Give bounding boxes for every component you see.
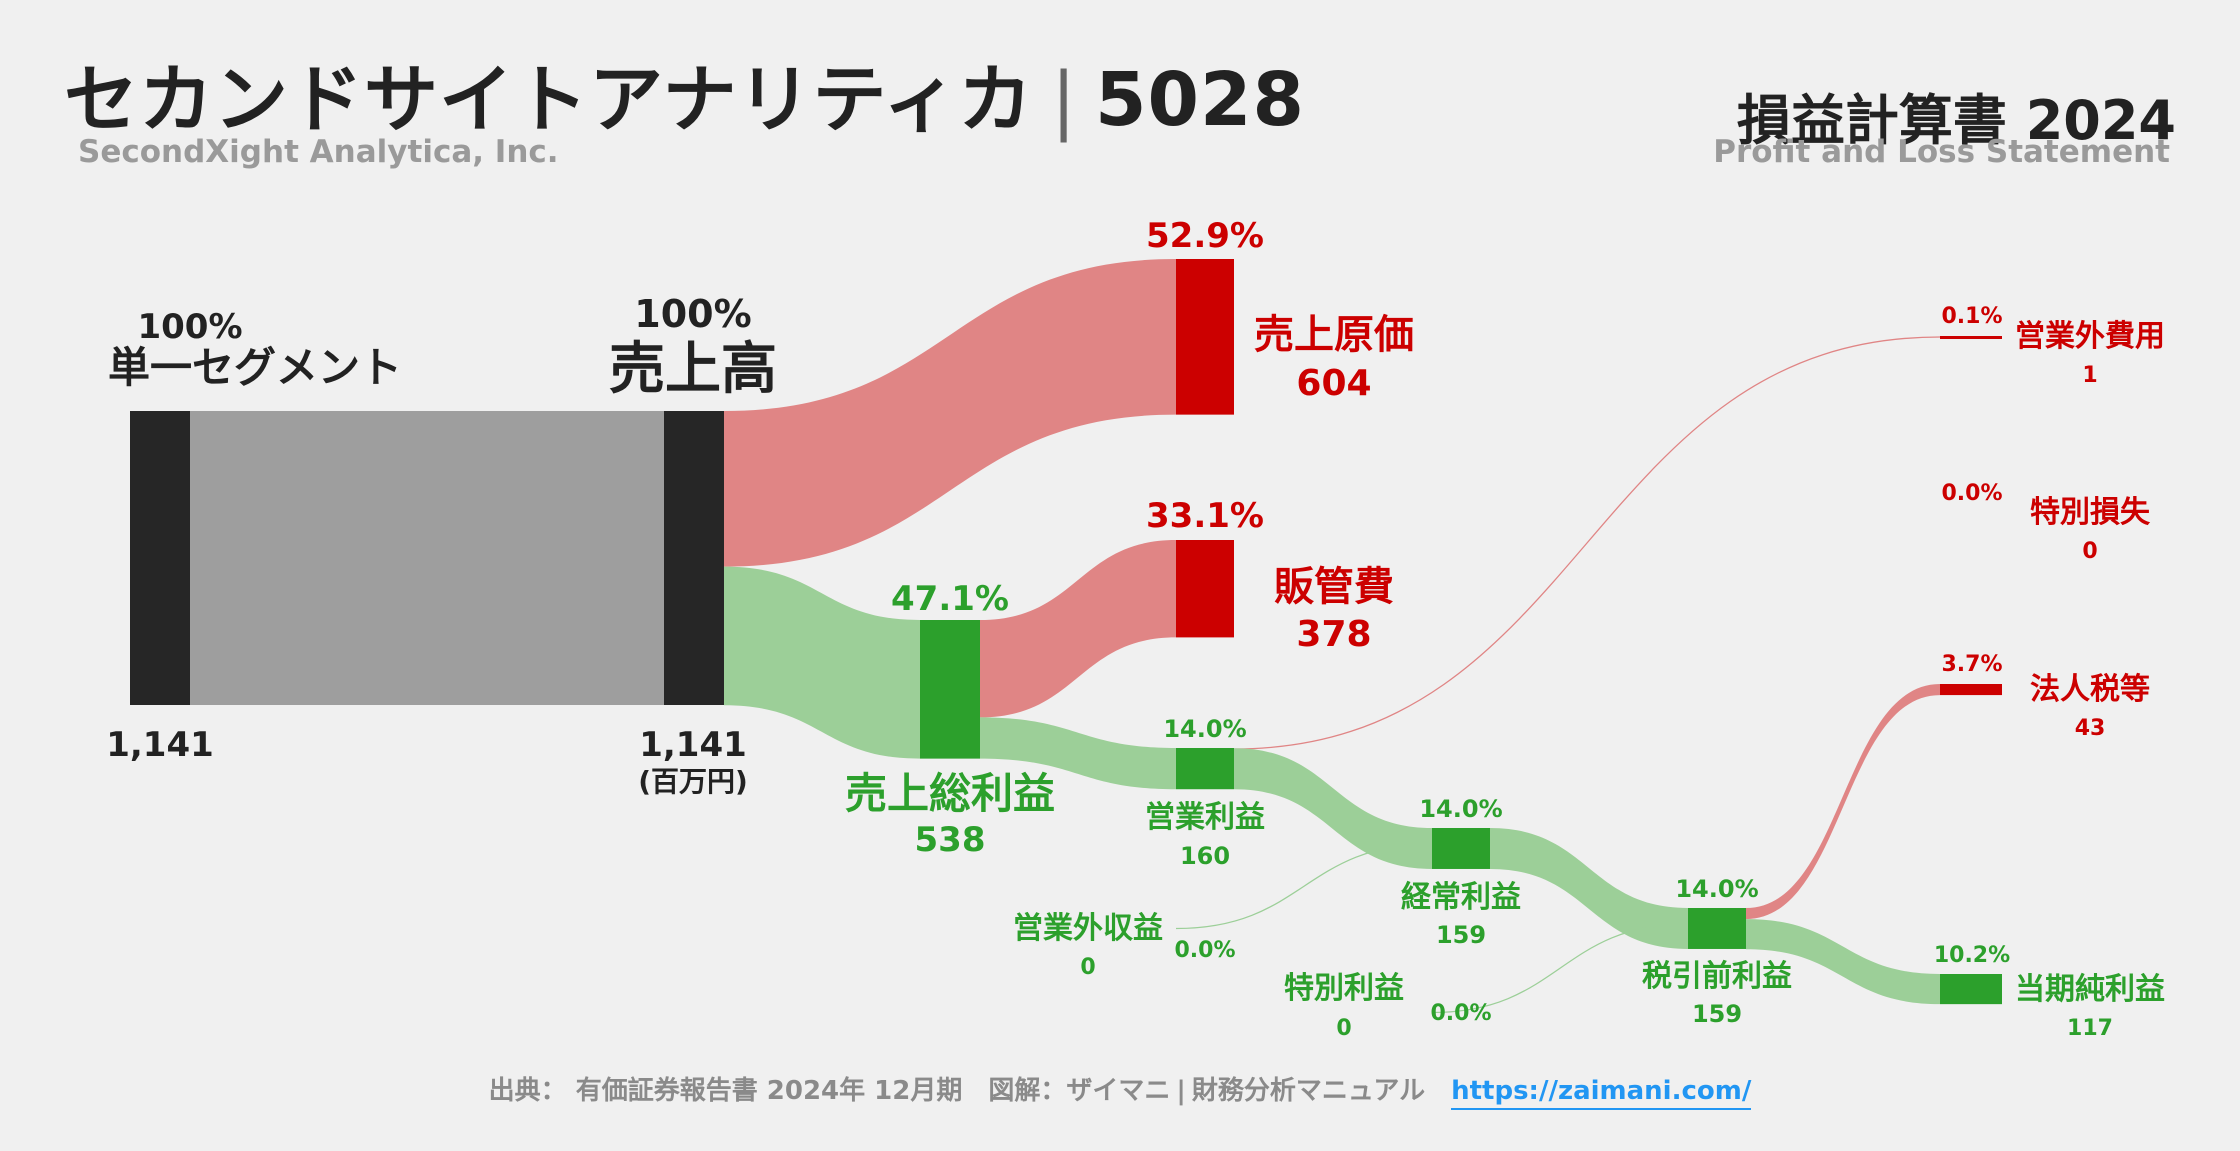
flow-pretax_profit-to-net_income: [1746, 919, 1940, 1005]
pct-label-extraordinary-loss: 0.0%: [1941, 481, 2002, 506]
value-label-pretax-profit: 159: [1692, 1000, 1742, 1028]
node-bar-income_tax: [1940, 684, 2002, 696]
flow-extraordinary_gain-to-pretax_profit: [1431, 923, 1689, 1014]
pct-label-extraordinary-gain: 0.0%: [1430, 1001, 1491, 1026]
pct-label-pretax-profit: 14.0%: [1675, 875, 1758, 903]
company-name: セカンドサイトアナリティカ: [64, 57, 1034, 143]
node-bar-operating_profit: [1176, 748, 1234, 790]
source-link[interactable]: https://zaimani.com/: [1451, 1076, 1752, 1110]
node-label-non-op-income: 営業外収益: [1013, 911, 1163, 946]
node-label-net-income: 当期純利益: [2015, 972, 2165, 1007]
value-label-sga: 378: [1296, 614, 1371, 655]
value-label-income-tax: 43: [2075, 716, 2106, 741]
statement-title: 損益計算書 2024: [1736, 89, 2176, 152]
flow-operating_profit-to-ordinary_profit: [1234, 748, 1432, 869]
node-bar-sga: [1176, 540, 1234, 638]
node-label-sga: 販管費: [1274, 564, 1394, 610]
unit-label: (百万円): [638, 765, 748, 798]
title-separator: |: [1051, 57, 1078, 143]
node-label-revenue: 売上高: [609, 337, 777, 402]
flow-revenue-to-cogs: [724, 259, 1176, 567]
node-label-gross-profit: 売上総利益: [845, 769, 1055, 818]
pct-label-revenue: 100%: [634, 292, 751, 336]
pct-label-segment: 100%: [137, 307, 242, 347]
flow-pretax_profit-to-income_tax: [1746, 684, 1940, 920]
flow-gross_profit-to-sga: [980, 540, 1176, 718]
footer-publisher: 財務分析マニュアル: [1191, 1076, 1426, 1106]
value-label-gross-profit: 538: [915, 820, 986, 860]
node-bar-revenue: [664, 411, 724, 705]
footer-separator: |: [1176, 1076, 1186, 1106]
node-bar-segment: [130, 411, 190, 705]
node-bar-pretax_profit: [1688, 908, 1746, 949]
node-label-segment: 単一セグメント: [108, 343, 402, 392]
node-bar-net_income: [1940, 974, 2002, 1005]
flow-non_op_income-to-ordinary_profit: [1175, 843, 1433, 930]
statement-title-en: Profit and Loss Statement: [1713, 134, 2170, 170]
flow-operating_profit-to-non_op_expense: [1233, 336, 1941, 750]
pct-label-sga: 33.1%: [1146, 496, 1264, 536]
node-label-extraordinary-gain: 特別利益: [1284, 971, 1404, 1006]
footer-source: 出典： 有価証券報告書 2024年 12月期 図解：ザイマニ: [488, 1076, 1171, 1106]
pct-label-gross-profit: 47.1%: [891, 579, 1009, 619]
node-label-non-op-expense: 営業外費用: [2015, 319, 2165, 354]
pct-label-cogs: 52.9%: [1146, 216, 1264, 256]
flow-gross_profit-to-operating_profit: [980, 717, 1176, 790]
value-label-non-op-income: 0: [1080, 955, 1095, 980]
flow-segment-to-revenue: [190, 411, 664, 705]
node-label-income-tax: 法人税等: [2030, 672, 2150, 707]
node-label-extraordinary-loss: 特別損失: [2030, 495, 2151, 530]
flow-revenue-to-gross_profit: [724, 566, 920, 759]
value-label-ordinary-profit: 159: [1436, 921, 1486, 949]
value-label-revenue: 1,141: [639, 725, 747, 765]
value-label-non-op-expense: 1: [2082, 363, 2097, 388]
flow-ordinary_profit-to-pretax_profit: [1490, 828, 1688, 949]
company-name-en: SecondXight Analytica, Inc.: [78, 134, 559, 170]
footer: 出典： 有価証券報告書 2024年 12月期 図解：ザイマニ | 財務分析マニュアル…: [0, 1070, 2240, 1110]
pct-label-non-op-expense: 0.1%: [1941, 304, 2002, 329]
node-label-operating-profit: 営業利益: [1145, 800, 1265, 835]
pct-label-non-op-income: 0.0%: [1174, 938, 1235, 963]
value-label-net-income: 117: [2067, 1016, 2113, 1041]
pct-label-operating-profit: 14.0%: [1163, 715, 1246, 743]
node-bar-non_op_expense: [1940, 336, 2002, 339]
value-label-operating-profit: 160: [1180, 842, 1230, 870]
value-label-segment: 1,141: [106, 725, 214, 765]
pct-label-ordinary-profit: 14.0%: [1419, 795, 1502, 823]
ticker-code: 5028: [1095, 57, 1305, 143]
value-label-extraordinary-loss: 0: [2082, 539, 2097, 564]
node-bar-cogs: [1176, 259, 1234, 415]
value-label-cogs: 604: [1296, 363, 1371, 404]
node-bar-gross_profit: [920, 620, 980, 759]
value-label-extraordinary-gain: 0: [1336, 1016, 1351, 1041]
node-bar-ordinary_profit: [1432, 828, 1490, 869]
node-label-pretax-profit: 税引前利益: [1642, 959, 1792, 994]
pct-label-net-income: 10.2%: [1934, 943, 2010, 968]
page-title: セカンドサイトアナリティカ | 5028: [64, 40, 1305, 147]
node-label-ordinary-profit: 経常利益: [1401, 880, 1521, 915]
pct-label-income-tax: 3.7%: [1941, 652, 2002, 677]
node-label-cogs: 売上原価: [1254, 312, 1414, 358]
